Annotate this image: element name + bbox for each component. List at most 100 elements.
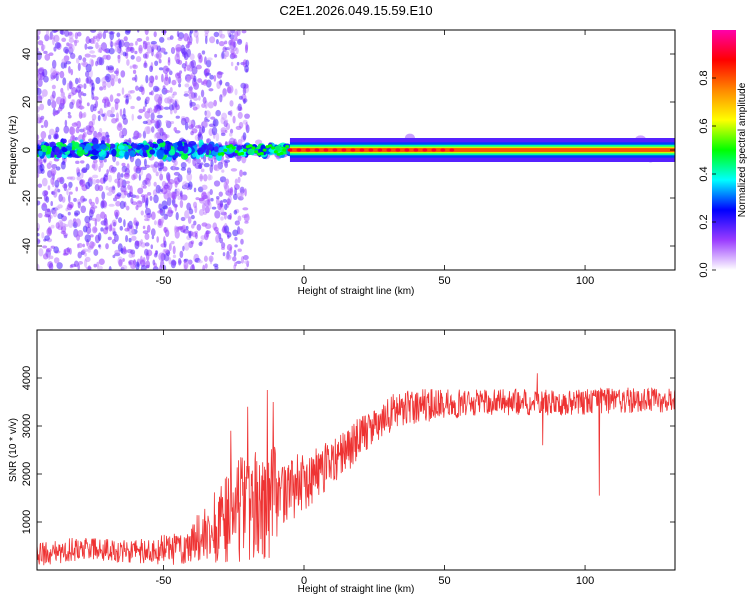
spectrogram-cell — [57, 213, 63, 220]
spectrogram-cell — [242, 255, 249, 261]
spectrogram-cell — [57, 106, 63, 112]
spectrogram-cell — [194, 162, 201, 169]
spectrogram-cell — [187, 216, 192, 224]
spectrogram-cell — [214, 265, 219, 270]
spectrogram-cell — [75, 101, 80, 109]
spectrogram-cell — [80, 91, 84, 96]
spectrogram-cell — [147, 179, 151, 187]
spectrogram-cell — [167, 56, 171, 63]
spectrogram-cell — [187, 259, 193, 265]
spectrogram-cell — [215, 234, 220, 243]
spectrogram-cell — [170, 259, 177, 269]
spectrogram-cell — [395, 148, 401, 152]
spectrogram-cell — [186, 172, 193, 182]
spectrogram-cell — [119, 200, 125, 210]
spectrogram-cell — [222, 199, 228, 203]
spectrogram-y-tick: -20 — [21, 190, 675, 206]
spectrogram-cell — [248, 144, 253, 148]
spectrogram-cell — [74, 210, 81, 216]
spectrogram-cell — [191, 223, 195, 229]
spectrogram-cell — [140, 86, 145, 96]
spectrogram-cell — [120, 70, 126, 78]
spectrogram-cell — [201, 50, 206, 55]
spectrogram-cell — [56, 177, 64, 183]
spectrogram-cell — [230, 30, 236, 34]
spectrogram-cell — [118, 259, 123, 267]
spectrogram-cell — [224, 225, 230, 234]
spectrogram-cell — [126, 249, 133, 254]
spectrogram-cell — [82, 57, 87, 63]
spectrogram-cell — [130, 55, 135, 60]
spectrogram-cell — [37, 263, 40, 270]
spectrogram-cell — [244, 44, 249, 54]
spectrogram-cell — [94, 234, 100, 244]
spectrogram-cell — [150, 228, 156, 237]
spectrogram-cell — [115, 200, 121, 207]
spectrogram-cell — [259, 151, 264, 156]
spectrogram-cell — [159, 36, 165, 43]
spectrogram-cell — [113, 209, 120, 218]
spectrogram-cell — [242, 207, 249, 211]
spectrogram-cell — [79, 160, 85, 164]
spectrogram-cell — [223, 211, 227, 220]
snr-y-tick: 4000 — [21, 366, 675, 390]
spectrogram-cell — [75, 218, 81, 227]
spectrogram-cell — [241, 30, 247, 34]
spectrogram-cell — [234, 187, 237, 196]
spectrogram-cell — [449, 148, 455, 152]
spectrogram-tone-band — [289, 148, 675, 152]
spectrogram-cell — [246, 213, 249, 218]
spectrogram-cell — [61, 222, 66, 228]
spectrogram-cell — [153, 181, 157, 187]
spectrogram-cell — [234, 65, 238, 71]
spectrogram-cell — [43, 119, 49, 128]
spectrogram-cell — [114, 249, 121, 255]
spectrogram-cell — [88, 209, 94, 218]
spectrogram-cell — [144, 126, 151, 135]
spectrogram-cell — [43, 50, 48, 54]
spectrogram-cell — [83, 111, 87, 118]
spectrogram-cell — [48, 36, 52, 41]
spectrogram-cell — [163, 240, 167, 248]
spectrogram-cell — [142, 179, 148, 186]
spectrogram-cell — [236, 61, 240, 66]
spectrogram-cell — [77, 169, 81, 173]
spectrogram-cell — [244, 188, 247, 197]
spectrogram-cell — [234, 150, 239, 154]
spectrogram-cell — [103, 176, 106, 184]
spectrogram-cell — [191, 128, 198, 134]
spectrogram-cell — [119, 130, 124, 139]
spectrogram-cell — [126, 59, 130, 66]
spectrogram-cell — [245, 121, 248, 131]
snr-y-ticks: 1000 2000 3000 4000 — [21, 366, 675, 534]
spectrogram-cell — [146, 45, 153, 54]
spectrogram-cell — [182, 181, 188, 189]
spectrogram-cell — [75, 57, 80, 64]
spectrogram-cell — [61, 58, 67, 64]
spectrogram-cell — [224, 50, 230, 58]
spectrogram-cell — [68, 194, 71, 203]
spectrogram-cell — [95, 196, 99, 205]
spectrogram-cell — [47, 98, 52, 107]
spectrogram-cell — [142, 230, 149, 235]
spectrogram-cell — [53, 46, 57, 52]
spectrogram-cell — [229, 100, 234, 107]
spectrogram-cell — [150, 40, 157, 45]
spectrogram-cell — [37, 238, 41, 245]
spectrogram-cell — [151, 235, 155, 240]
spectrogram-cell — [213, 226, 219, 232]
spectrogram-cell — [177, 37, 183, 42]
spectrogram-cell — [40, 131, 47, 139]
spectrogram-cell — [215, 195, 220, 200]
spectrogram-cell — [81, 167, 88, 173]
spectrogram-cell — [145, 197, 149, 206]
spectrogram-cell — [136, 30, 140, 33]
spectrogram-cell — [93, 162, 98, 171]
spectrogram-cell — [100, 200, 107, 208]
spectrogram-cell — [73, 197, 77, 202]
spectrogram-cell — [77, 230, 84, 238]
spectrogram-cell — [237, 228, 244, 235]
spectrogram-cell — [78, 77, 81, 84]
spectrogram-cell — [161, 216, 165, 224]
spectrogram-cell — [176, 226, 183, 231]
